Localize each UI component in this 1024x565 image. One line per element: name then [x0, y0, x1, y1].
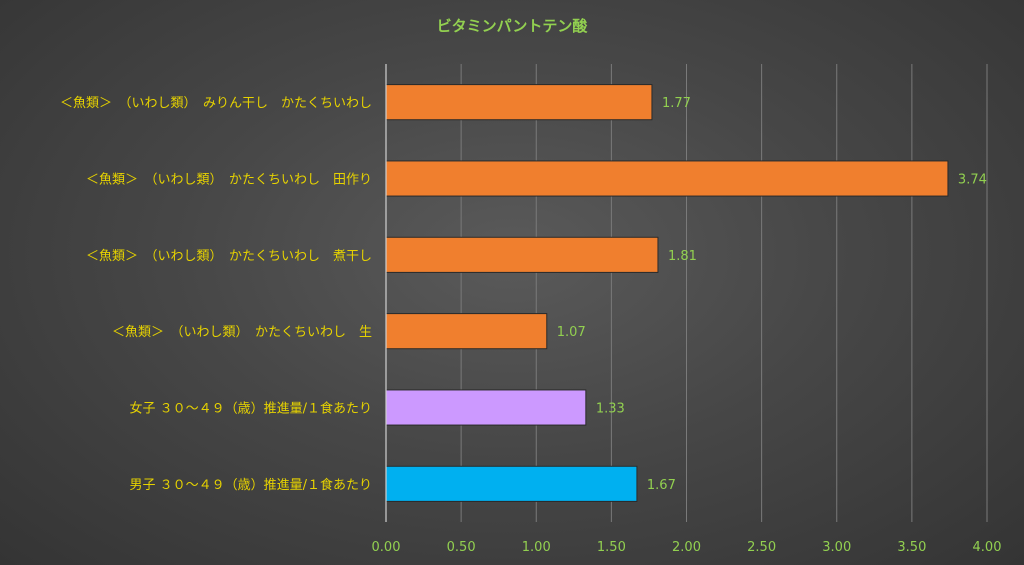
x-tick-label: 2.00: [672, 540, 701, 555]
x-tick-label: 0.00: [372, 540, 401, 555]
value-labels: 1.77 3.74 1.81 1.07 1.33 1.67: [557, 96, 987, 493]
value-label: 1.33: [596, 402, 625, 417]
x-tick-label: 4.00: [973, 540, 1002, 555]
bars: [385, 84, 949, 502]
value-label: 1.07: [557, 325, 586, 340]
x-tick-label: 0.50: [447, 540, 476, 555]
x-tick-label: 2.50: [747, 540, 776, 555]
bar: [385, 313, 548, 350]
value-label: 1.67: [647, 478, 676, 493]
bar: [385, 236, 659, 273]
category-label: 男子 ３０～４９（歳）推進量/１食あたり: [129, 477, 372, 493]
category-labels: ＜魚類＞ （いわし類） みりん干し かたくちいわし ＜魚類＞ （いわし類） かたく…: [60, 96, 372, 493]
x-tick-label: 1.50: [597, 540, 626, 555]
x-tick-label: 3.50: [897, 540, 926, 555]
bar: [385, 160, 949, 197]
category-label: ＜魚類＞ （いわし類） かたくちいわし 生: [112, 325, 372, 340]
bar: [385, 465, 638, 502]
category-label: ＜魚類＞ （いわし類） みりん干し かたくちいわし: [60, 96, 372, 111]
bar: [385, 84, 653, 121]
x-axis-ticks: 0.00 0.50 1.00 1.50 2.00 2.50 3.00 3.50 4.00: [372, 540, 1002, 555]
chart-title: ビタミンパントテン酸: [437, 17, 589, 35]
category-label: ＜魚類＞ （いわし類） かたくちいわし 煮干し: [86, 249, 372, 264]
category-label: ＜魚類＞ （いわし類） かたくちいわし 田作り: [86, 173, 372, 188]
value-label: 3.74: [958, 173, 987, 188]
gridlines: [460, 64, 988, 522]
x-tick-label: 1.00: [522, 540, 551, 555]
bar: [385, 389, 587, 426]
category-label: 女子 ３０～４９（歳）推進量/１食あたり: [129, 401, 372, 417]
value-label: 1.81: [668, 249, 697, 264]
x-tick-label: 3.00: [822, 540, 851, 555]
value-label: 1.77: [662, 96, 691, 111]
